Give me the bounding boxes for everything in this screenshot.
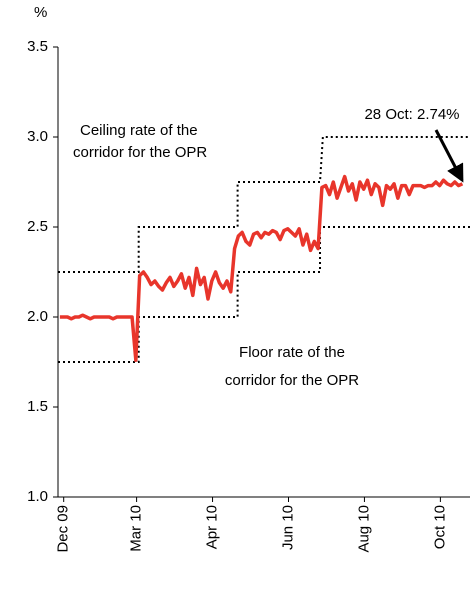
y-tick-label: 1.0 bbox=[27, 488, 48, 505]
ceiling-annotation: Ceiling rate of the bbox=[80, 122, 198, 139]
x-tick-label: Oct 10 bbox=[431, 505, 448, 549]
latest-annotation: 28 Oct: 2.74% bbox=[364, 106, 459, 123]
y-tick-label: 1.5 bbox=[27, 398, 48, 415]
rate-line bbox=[59, 174, 464, 362]
y-tick-label: 3.5 bbox=[27, 38, 48, 55]
floor-annotation: corridor for the OPR bbox=[225, 372, 359, 389]
x-tick-label: Jun 10 bbox=[279, 505, 296, 550]
y-tick-label: 2.0 bbox=[27, 308, 48, 325]
x-tick-label: Aug 10 bbox=[355, 505, 372, 553]
annotation-arrow bbox=[434, 129, 464, 183]
x-tick-label: Dec 09 bbox=[55, 505, 72, 553]
y-axis-unit: % bbox=[34, 4, 47, 21]
x-tick-label: Apr 10 bbox=[204, 505, 221, 549]
x-tick-label: Mar 10 bbox=[128, 505, 145, 552]
corridor-line bbox=[58, 226, 470, 363]
ceiling-annotation: corridor for the OPR bbox=[73, 144, 207, 161]
y-tick-label: 2.5 bbox=[27, 218, 48, 235]
floor-annotation: Floor rate of the bbox=[239, 344, 345, 361]
y-tick-label: 3.0 bbox=[27, 128, 48, 145]
